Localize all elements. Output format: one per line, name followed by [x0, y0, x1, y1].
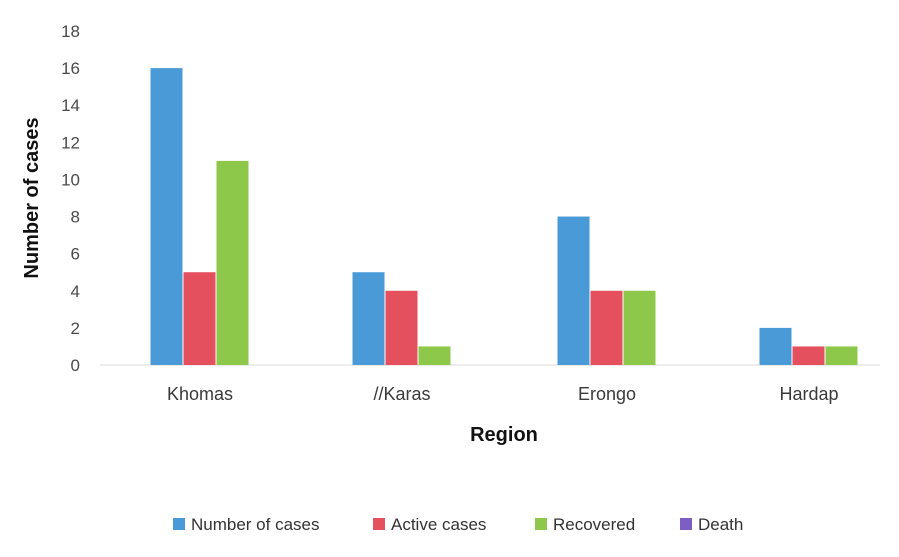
y-tick-label: 8 — [71, 208, 80, 227]
bar-recovered — [418, 346, 451, 365]
bar-number-of-cases — [150, 68, 183, 365]
bars — [150, 68, 858, 365]
legend-swatch — [680, 518, 692, 530]
bar-number-of-cases — [352, 272, 385, 365]
bar-recovered — [216, 160, 249, 365]
legend: Number of cases Active cases Recovered Deat… — [173, 515, 743, 534]
x-category-label: Hardap — [779, 384, 838, 404]
bar-active-cases — [385, 290, 418, 365]
legend-swatch — [373, 518, 385, 530]
bar-number-of-cases — [557, 216, 590, 365]
y-tick-label: 4 — [71, 282, 80, 301]
y-axis-ticks: 0 2 4 6 8 10 12 14 16 18 — [61, 22, 80, 375]
bar-active-cases — [183, 272, 216, 365]
bar-recovered — [825, 346, 858, 365]
bar-number-of-cases — [759, 327, 792, 365]
legend-swatch — [173, 518, 185, 530]
legend-label: Number of cases — [191, 515, 320, 534]
bar-active-cases — [792, 346, 825, 365]
x-category-label: Khomas — [167, 384, 233, 404]
legend-label: Death — [698, 515, 743, 534]
y-tick-label: 12 — [61, 133, 80, 152]
x-axis-categories: Khomas //Karas Erongo Hardap — [167, 384, 839, 404]
legend-swatch — [535, 518, 547, 530]
y-tick-label: 14 — [61, 96, 80, 115]
x-category-label: Erongo — [578, 384, 636, 404]
x-category-label: //Karas — [373, 384, 430, 404]
legend-label: Recovered — [553, 515, 635, 534]
bar-recovered — [623, 290, 656, 365]
bar-active-cases — [590, 290, 623, 365]
y-tick-label: 6 — [71, 245, 80, 264]
y-tick-label: 0 — [71, 356, 80, 375]
y-axis-title: Number of cases — [21, 117, 43, 278]
y-tick-label: 10 — [61, 170, 80, 189]
x-axis-title: Region — [470, 424, 538, 446]
y-tick-label: 2 — [71, 319, 80, 338]
y-tick-label: 18 — [61, 22, 80, 41]
y-tick-label: 16 — [61, 59, 80, 78]
legend-label: Active cases — [391, 515, 486, 534]
